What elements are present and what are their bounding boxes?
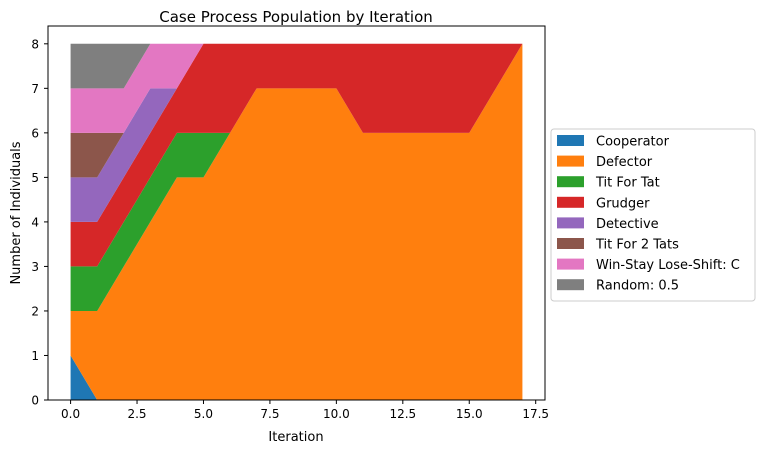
plot-frame — [47, 25, 546, 401]
y-tick-label: 7 — [31, 82, 39, 96]
legend-swatch-1 — [557, 155, 584, 167]
y-tick-label: 6 — [31, 126, 39, 140]
x-tick-label: 10.0 — [323, 407, 350, 421]
legend-label-0: Cooperator — [596, 135, 670, 150]
area-series-2 — [70, 43, 523, 311]
area-series-group — [70, 43, 523, 401]
legend-swatch-4 — [557, 217, 584, 229]
legend-swatch-3 — [557, 196, 584, 208]
legend-swatch-7 — [557, 279, 584, 291]
legend-label-6: Win-Stay Lose-Shift: C — [596, 258, 740, 273]
legend-swatch-6 — [557, 258, 584, 270]
legend-swatch-5 — [557, 238, 584, 249]
y-tick-label: 8 — [31, 37, 39, 51]
legend-label-3: Grudger — [596, 196, 650, 211]
x-tick-label: 2.5 — [127, 407, 146, 421]
x-tick-label: 15.0 — [456, 407, 483, 421]
x-axis-label: Iteration — [268, 430, 323, 445]
area-series-1 — [70, 43, 523, 401]
x-tick-label: 5.0 — [194, 407, 213, 421]
legend: Cooperator Defector Tit For Tat Grudger Dete… — [550, 128, 756, 302]
area-series-7 — [70, 43, 523, 89]
legend-label-1: Defector — [596, 155, 653, 170]
x-tick-label: 0.0 — [61, 407, 80, 421]
y-tick-label: 1 — [31, 349, 39, 363]
area-series-3 — [70, 43, 523, 267]
x-axis-ticks: 0.0 2.5 5.0 7.5 10.0 12.5 15.0 17.5 — [61, 400, 549, 421]
legend-items: Cooperator Defector Tit For Tat Grudger Dete… — [557, 135, 740, 294]
y-tick-label: 5 — [31, 171, 39, 185]
y-axis-label: Number of Individuals — [9, 141, 24, 284]
y-tick-label: 0 — [31, 394, 39, 408]
y-axis-ticks: 0 1 2 3 4 5 6 7 8 — [31, 37, 48, 408]
y-tick-label: 2 — [31, 304, 39, 318]
legend-label-7: Random: 0.5 — [596, 279, 679, 294]
legend-box — [550, 128, 756, 302]
area-series-6 — [70, 43, 523, 133]
y-tick-label: 4 — [31, 215, 39, 229]
y-tick-label: 3 — [31, 260, 39, 274]
legend-label-2: Tit For Tat — [595, 176, 660, 191]
legend-swatch-2 — [557, 176, 584, 188]
x-tick-label: 7.5 — [260, 407, 279, 421]
legend-swatch-0 — [557, 135, 584, 146]
legend-label-5: Tit For 2 Tats — [595, 238, 679, 253]
legend-label-4: Detective — [596, 217, 659, 232]
chart-title: Case Process Population by Iteration — [159, 8, 433, 26]
x-tick-label: 12.5 — [389, 407, 416, 421]
x-tick-label: 17.5 — [522, 407, 549, 421]
